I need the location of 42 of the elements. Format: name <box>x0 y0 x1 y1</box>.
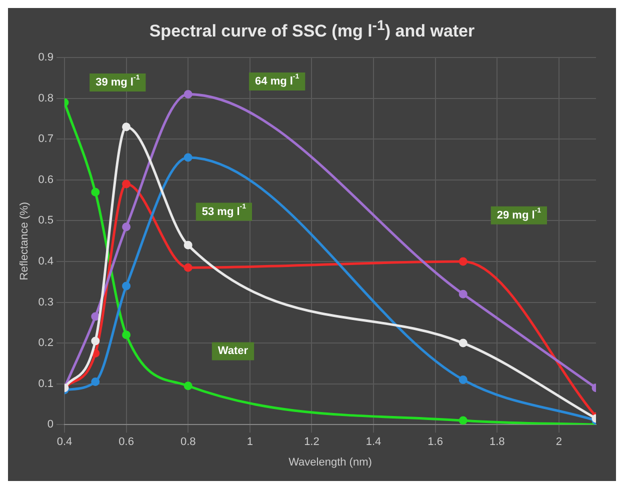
x-tick-label: 2 <box>556 436 562 448</box>
x-tick-label: 0.4 <box>56 436 72 448</box>
y-tick-label: 0.7 <box>38 133 54 146</box>
y-tick-label: 0.2 <box>38 337 54 350</box>
x-axis-title: Wavelength (nm) <box>288 456 372 468</box>
point <box>458 338 468 348</box>
x-tick-label: 1.2 <box>304 436 320 448</box>
chart-title: Spectral curve of SSC (mg l$^{-1}$) and water <box>148 18 476 43</box>
y-tick-label: 0.4 <box>38 256 54 268</box>
point <box>184 240 192 250</box>
point <box>184 153 192 162</box>
x-tick-label: 1.4 <box>366 436 382 448</box>
y-tick-label: 0.1 <box>38 378 54 390</box>
x-tick-label: 0.8 <box>180 436 196 448</box>
point <box>91 336 100 346</box>
y-axis-title: Reflectance (%) <box>18 202 31 280</box>
point <box>122 282 131 290</box>
point <box>122 180 131 188</box>
point <box>91 312 100 321</box>
point <box>458 257 468 266</box>
point <box>458 375 468 384</box>
y-tick-label: 0.5 <box>38 214 54 227</box>
y-tick-label: 0.8 <box>38 92 54 104</box>
x-tick-label: 1.8 <box>489 436 505 448</box>
point <box>122 222 131 232</box>
y-tick-label: 0 <box>47 418 54 431</box>
point <box>122 122 131 132</box>
point <box>91 188 100 196</box>
y-tick-label: 0.9 <box>38 52 54 64</box>
point <box>184 263 192 272</box>
point <box>184 90 192 99</box>
y-tick-label: 0.6 <box>38 174 54 186</box>
x-tick-label: 0.6 <box>118 436 134 448</box>
point <box>91 378 100 386</box>
point <box>458 416 468 425</box>
x-tick-label: 1 <box>246 436 253 448</box>
point <box>184 382 192 390</box>
annotation: Water <box>218 345 249 358</box>
point <box>458 290 468 298</box>
x-tick-label: 1.6 <box>428 436 443 448</box>
point <box>122 330 131 340</box>
y-tick-label: 0.3 <box>38 296 54 308</box>
